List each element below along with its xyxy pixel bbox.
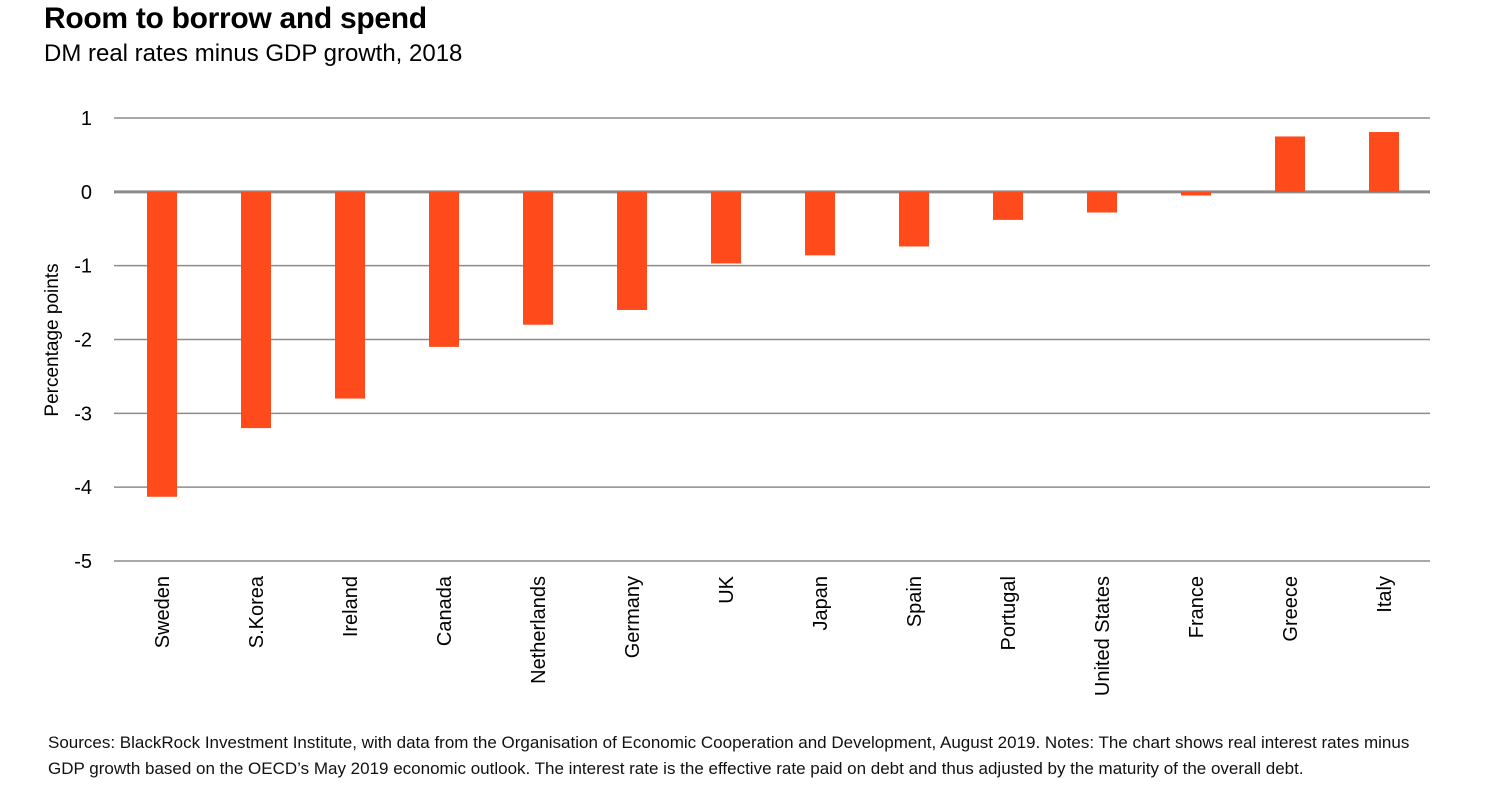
bar-italy bbox=[1369, 132, 1399, 192]
bar-sweden bbox=[147, 191, 177, 497]
bar-netherlands bbox=[523, 191, 553, 325]
x-tick-label: Italy bbox=[1374, 576, 1396, 613]
x-tick-label: S.Korea bbox=[246, 575, 268, 648]
x-tick-label: Greece bbox=[1280, 576, 1302, 642]
y-tick-label: -4 bbox=[74, 477, 92, 499]
bar-germany bbox=[617, 191, 647, 310]
bar-japan bbox=[805, 191, 835, 256]
gridlines bbox=[114, 117, 1430, 562]
x-tick-label: France bbox=[1186, 576, 1208, 638]
chart-title: Room to borrow and spend bbox=[44, 2, 427, 35]
footer-note: Sources: BlackRock Investment Institute,… bbox=[48, 730, 1468, 782]
y-tick-label: -2 bbox=[74, 330, 92, 352]
x-tick-label: UK bbox=[716, 575, 738, 603]
bar-chart: 1 0 -1 -2 -3 -4 -5 Sweden S.Korea Ireland Canada N… bbox=[42, 108, 1430, 696]
footer-line-2: GDP growth based on the OECD’s May 2019 … bbox=[48, 759, 1304, 778]
bar-s-korea bbox=[241, 191, 271, 429]
y-tick-label: 1 bbox=[81, 108, 92, 130]
bar-canada bbox=[429, 191, 459, 347]
y-tick-label: 0 bbox=[81, 182, 92, 204]
bar-greece bbox=[1275, 136, 1305, 192]
y-tick-label: -3 bbox=[74, 403, 92, 425]
footer-line-1: Sources: BlackRock Investment Institute,… bbox=[48, 733, 1410, 752]
bar-uk bbox=[711, 191, 741, 264]
x-tick-label: Germany bbox=[622, 576, 644, 658]
x-tick-label: Japan bbox=[810, 576, 832, 631]
x-tick-label: Spain bbox=[904, 576, 926, 627]
x-tick-label: Canada bbox=[434, 575, 456, 646]
bar-france bbox=[1181, 191, 1211, 196]
bar-ireland bbox=[335, 191, 365, 399]
x-tick-label: Sweden bbox=[152, 576, 174, 648]
y-axis-label: Percentage points bbox=[42, 263, 63, 416]
chart-subtitle: DM real rates minus GDP growth, 2018 bbox=[44, 40, 463, 67]
y-tick-label: -5 bbox=[74, 551, 92, 573]
bar-spain bbox=[899, 191, 929, 247]
y-tick-label: -1 bbox=[74, 256, 92, 278]
y-axis-ticks: 1 0 -1 -2 -3 -4 -5 bbox=[74, 108, 92, 573]
bars bbox=[147, 132, 1399, 497]
x-tick-label: Portugal bbox=[998, 576, 1020, 651]
x-axis-ticks: Sweden S.Korea Ireland Canada Netherlands Ger… bbox=[152, 575, 1396, 696]
x-tick-label: Ireland bbox=[340, 576, 362, 637]
bar-portugal bbox=[993, 191, 1023, 220]
x-tick-label: Netherlands bbox=[528, 576, 550, 684]
x-tick-label: United States bbox=[1092, 576, 1114, 696]
bar-united-states bbox=[1087, 191, 1117, 213]
